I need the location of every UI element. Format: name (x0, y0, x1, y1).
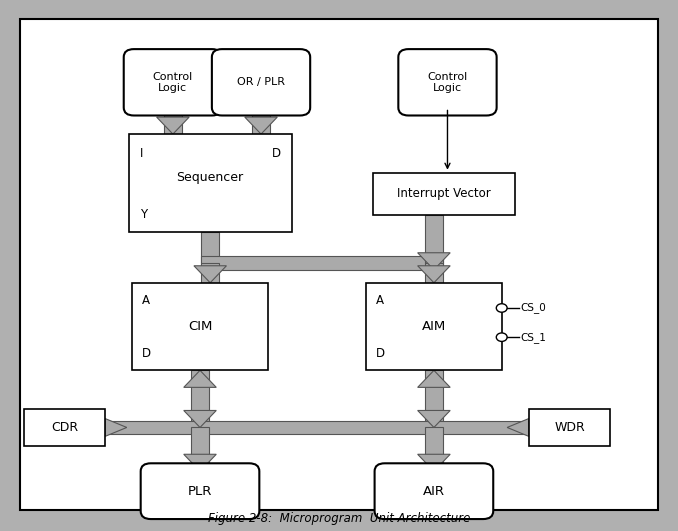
Text: CS_0: CS_0 (521, 303, 546, 313)
Text: OR / PLR: OR / PLR (237, 78, 285, 87)
FancyBboxPatch shape (212, 49, 311, 116)
Text: AIM: AIM (422, 320, 446, 333)
FancyBboxPatch shape (140, 463, 259, 519)
Text: AIR: AIR (423, 485, 445, 498)
Text: PLR: PLR (188, 485, 212, 498)
Polygon shape (252, 108, 270, 134)
Polygon shape (201, 233, 219, 263)
Polygon shape (425, 427, 443, 472)
Polygon shape (418, 266, 450, 282)
Circle shape (496, 333, 507, 341)
Text: Control
Logic: Control Logic (427, 72, 468, 93)
Text: CDR: CDR (51, 421, 78, 434)
Text: Interrupt Vector: Interrupt Vector (397, 187, 491, 200)
Polygon shape (201, 263, 219, 282)
Polygon shape (191, 371, 209, 427)
Polygon shape (245, 117, 277, 134)
Polygon shape (507, 418, 529, 436)
FancyBboxPatch shape (374, 463, 494, 519)
Text: Control
Logic: Control Logic (153, 72, 193, 93)
Bar (24, 409, 105, 446)
Polygon shape (418, 253, 450, 270)
Text: Y: Y (140, 208, 147, 221)
Polygon shape (105, 421, 529, 434)
Text: D: D (376, 347, 384, 360)
Polygon shape (184, 410, 216, 427)
FancyBboxPatch shape (123, 49, 222, 116)
Polygon shape (191, 427, 209, 472)
Polygon shape (184, 455, 216, 472)
Polygon shape (157, 117, 189, 134)
Polygon shape (425, 263, 443, 282)
Polygon shape (105, 418, 127, 436)
Text: CIM: CIM (188, 320, 212, 333)
Bar (529, 409, 610, 446)
Polygon shape (418, 410, 450, 427)
Circle shape (496, 304, 507, 312)
Bar (373, 173, 515, 215)
Text: Figure 2-8:  Microprogram  Unit Architecture: Figure 2-8: Microprogram Unit Architectu… (208, 512, 470, 525)
Polygon shape (164, 108, 182, 134)
Text: A: A (142, 294, 150, 307)
Polygon shape (425, 371, 443, 427)
Text: CS_1: CS_1 (521, 332, 546, 342)
Text: A: A (376, 294, 384, 307)
Bar (366, 282, 502, 371)
Polygon shape (418, 371, 450, 388)
Bar (132, 282, 268, 371)
Text: D: D (142, 347, 151, 360)
Bar (129, 134, 292, 233)
Text: D: D (272, 147, 281, 160)
Polygon shape (184, 371, 216, 388)
Polygon shape (201, 256, 443, 270)
Polygon shape (418, 455, 450, 472)
FancyBboxPatch shape (399, 49, 496, 116)
Text: WDR: WDR (554, 421, 585, 434)
Text: Sequencer: Sequencer (176, 172, 244, 184)
Text: I: I (140, 147, 143, 160)
Polygon shape (194, 266, 226, 282)
Polygon shape (425, 215, 443, 263)
